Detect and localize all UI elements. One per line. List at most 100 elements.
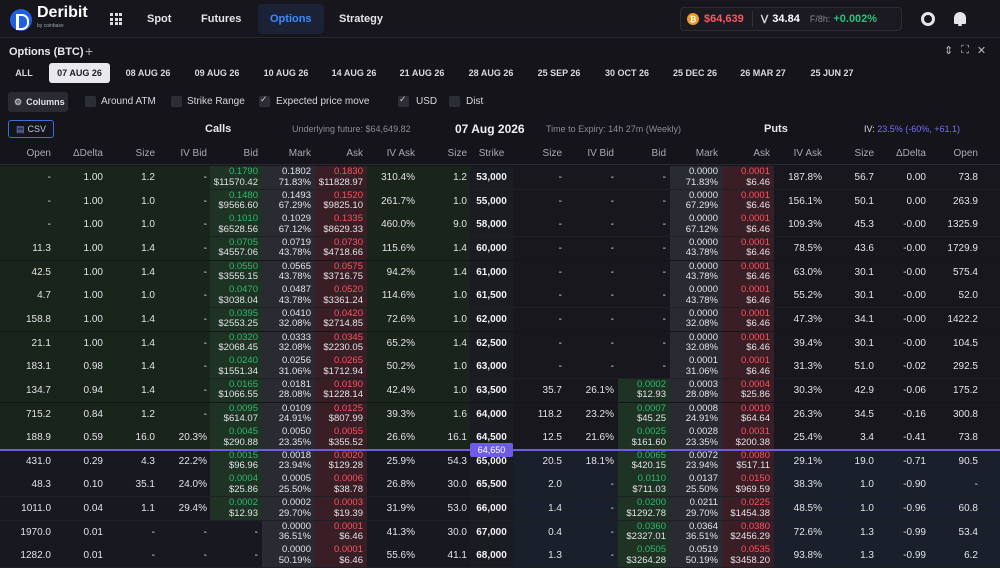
put-ask-size[interactable]: 42.9 xyxy=(854,384,874,396)
call-iv-bid[interactable]: - xyxy=(203,219,207,231)
put-bid-size[interactable]: - xyxy=(558,290,562,302)
call-bid-size[interactable]: 1.0 xyxy=(141,290,155,302)
put-iv-ask[interactable]: 30.3% xyxy=(793,384,822,396)
call-iv-bid[interactable]: - xyxy=(203,290,207,302)
call-iv-bid[interactable]: - xyxy=(203,550,207,562)
call-iv-bid[interactable]: - xyxy=(203,384,207,396)
put-bid-size[interactable]: - xyxy=(558,361,562,373)
call-ask[interactable]: 0.1830 $11828.97 xyxy=(315,166,363,189)
put-column-header[interactable]: Ask xyxy=(753,148,770,159)
put-bid[interactable]: - xyxy=(662,290,666,302)
call-ask[interactable]: 0.0020 $129.28 xyxy=(315,450,363,473)
call-iv-ask[interactable]: 460.0% xyxy=(381,219,415,231)
put-bid-size[interactable]: 12.5 xyxy=(542,432,562,444)
put-iv-ask[interactable]: 48.5% xyxy=(793,503,822,515)
put-bid[interactable]: 0.0007 $45.25 xyxy=(618,403,666,426)
call-iv-ask[interactable]: 26.6% xyxy=(386,432,415,444)
call-column-header[interactable]: ΔDelta xyxy=(72,148,103,159)
put-mark[interactable]: 0.0519 50.19% xyxy=(670,544,718,567)
put-iv-bid[interactable]: - xyxy=(610,172,614,183)
expiry-tab[interactable]: 25 DEC 26 xyxy=(672,68,718,78)
expiry-tab[interactable]: ALL xyxy=(15,68,33,78)
call-bid-size[interactable]: 1.4 xyxy=(141,361,155,373)
put-bid-size[interactable]: - xyxy=(558,195,562,207)
call-iv-bid[interactable]: - xyxy=(203,361,207,373)
put-bid-size[interactable]: 35.7 xyxy=(542,384,562,396)
put-column-header[interactable]: Size xyxy=(854,148,874,159)
call-mark[interactable]: 0.0410 32.08% xyxy=(262,308,311,331)
put-ask-size[interactable]: 34.1 xyxy=(854,313,874,325)
put-ask-size[interactable]: 34.5 xyxy=(854,408,874,420)
put-iv-bid[interactable]: - xyxy=(610,219,614,231)
call-bid[interactable]: 0.0002 $12.93 xyxy=(210,497,258,520)
call-ask-size[interactable]: 1.4 xyxy=(453,337,467,349)
put-ask-size[interactable]: 43.6 xyxy=(854,242,874,254)
call-mark[interactable]: 0.0719 43.78% xyxy=(262,237,311,260)
call-column-header[interactable]: Ask xyxy=(346,148,363,159)
put-ask-size[interactable]: 50.1 xyxy=(854,195,874,207)
put-mark[interactable]: 0.0000 67.12% xyxy=(670,213,718,236)
call-iv-ask[interactable]: 50.2% xyxy=(386,361,415,373)
call-bid-size[interactable]: 1.0 xyxy=(141,219,155,231)
call-ask[interactable]: 0.0345 $2230.05 xyxy=(315,332,363,355)
call-ask[interactable]: 0.0055 $355.52 xyxy=(315,426,363,449)
put-mark[interactable]: 0.0000 43.78% xyxy=(670,261,718,284)
call-bid[interactable]: 0.1010 $6528.56 xyxy=(210,213,258,236)
put-mark[interactable]: 0.0211 29.70% xyxy=(670,497,718,520)
call-column-header[interactable]: Open xyxy=(26,148,51,159)
put-bid[interactable]: - xyxy=(662,337,666,349)
put-ask[interactable]: 0.0535 $3458.20 xyxy=(722,544,770,567)
usd-checkbox[interactable] xyxy=(398,94,409,107)
expiry-tab[interactable]: 25 JUN 27 xyxy=(810,68,854,78)
put-ask-size[interactable]: 1.3 xyxy=(860,526,874,538)
expiry-tab[interactable]: 10 AUG 26 xyxy=(263,68,309,78)
put-bid-size[interactable]: - xyxy=(558,313,562,325)
put-iv-bid[interactable]: - xyxy=(610,242,614,254)
put-iv-ask[interactable]: 72.6% xyxy=(793,526,822,538)
call-column-header[interactable]: Size xyxy=(135,148,155,159)
put-ask[interactable]: 0.0001 $6.46 xyxy=(722,166,770,189)
put-ask[interactable]: 0.0080 $517.11 xyxy=(722,450,770,473)
call-bid-size[interactable]: 1.4 xyxy=(141,384,155,396)
put-bid[interactable]: 0.0002 $12.93 xyxy=(618,379,666,402)
call-ask-size[interactable]: 1.2 xyxy=(453,172,467,183)
put-ask-size[interactable]: 56.7 xyxy=(854,172,874,183)
call-mark[interactable]: 0.1029 67.12% xyxy=(262,213,311,236)
put-iv-bid[interactable]: - xyxy=(610,503,614,515)
put-bid[interactable]: - xyxy=(662,219,666,231)
expiry-tab[interactable]: 14 AUG 26 xyxy=(331,68,377,78)
call-ask-size[interactable]: 1.0 xyxy=(453,290,467,302)
put-bid[interactable]: 0.0505 $3264.28 xyxy=(618,544,666,567)
put-iv-ask[interactable]: 25.4% xyxy=(793,432,822,444)
put-iv-bid[interactable]: - xyxy=(610,526,614,538)
expected-move-checkbox[interactable] xyxy=(259,94,270,107)
call-iv-ask[interactable]: 261.7% xyxy=(381,195,415,207)
call-ask-size[interactable]: 1.0 xyxy=(453,195,467,207)
expiry-tab[interactable]: 25 SEP 26 xyxy=(537,68,581,78)
call-bid[interactable]: - xyxy=(254,526,258,538)
put-bid-size[interactable]: - xyxy=(558,219,562,231)
put-column-header[interactable]: ΔDelta xyxy=(895,148,926,159)
expiry-tab[interactable]: 30 OCT 26 xyxy=(604,68,650,78)
put-bid-size[interactable]: 118.2 xyxy=(537,408,562,420)
strike-range-checkbox[interactable] xyxy=(171,96,182,107)
put-mark[interactable]: 0.0001 31.06% xyxy=(670,355,718,378)
expand-icon[interactable]: ⛶ xyxy=(961,44,969,56)
call-bid[interactable]: 0.1790 $11570.42 xyxy=(210,166,258,189)
call-bid-size[interactable]: - xyxy=(151,550,155,562)
call-bid-size[interactable]: 1.4 xyxy=(141,337,155,349)
call-ask[interactable]: 0.0190 $1228.14 xyxy=(315,379,363,402)
put-ask-size[interactable]: 1.0 xyxy=(860,479,874,491)
call-iv-bid[interactable]: 22.2% xyxy=(178,455,207,467)
put-ask-size[interactable]: 19.0 xyxy=(854,455,874,467)
call-iv-ask[interactable]: 114.6% xyxy=(381,290,415,302)
put-column-header[interactable]: Open xyxy=(953,148,978,159)
nav-futures[interactable]: Futures xyxy=(201,13,242,25)
call-iv-bid[interactable]: - xyxy=(203,313,207,325)
expiry-tab[interactable]: 28 AUG 26 xyxy=(468,68,514,78)
put-iv-ask[interactable]: 156.1% xyxy=(788,195,822,207)
call-bid[interactable]: 0.0320 $2068.45 xyxy=(210,332,258,355)
put-ask-size[interactable]: 30.1 xyxy=(854,290,874,302)
strike-column-header[interactable]: Strike xyxy=(478,148,505,159)
ticker-widget[interactable]: ₿ $64,639 ᐯ 34.84 F/8h: +0.002% xyxy=(680,7,902,31)
